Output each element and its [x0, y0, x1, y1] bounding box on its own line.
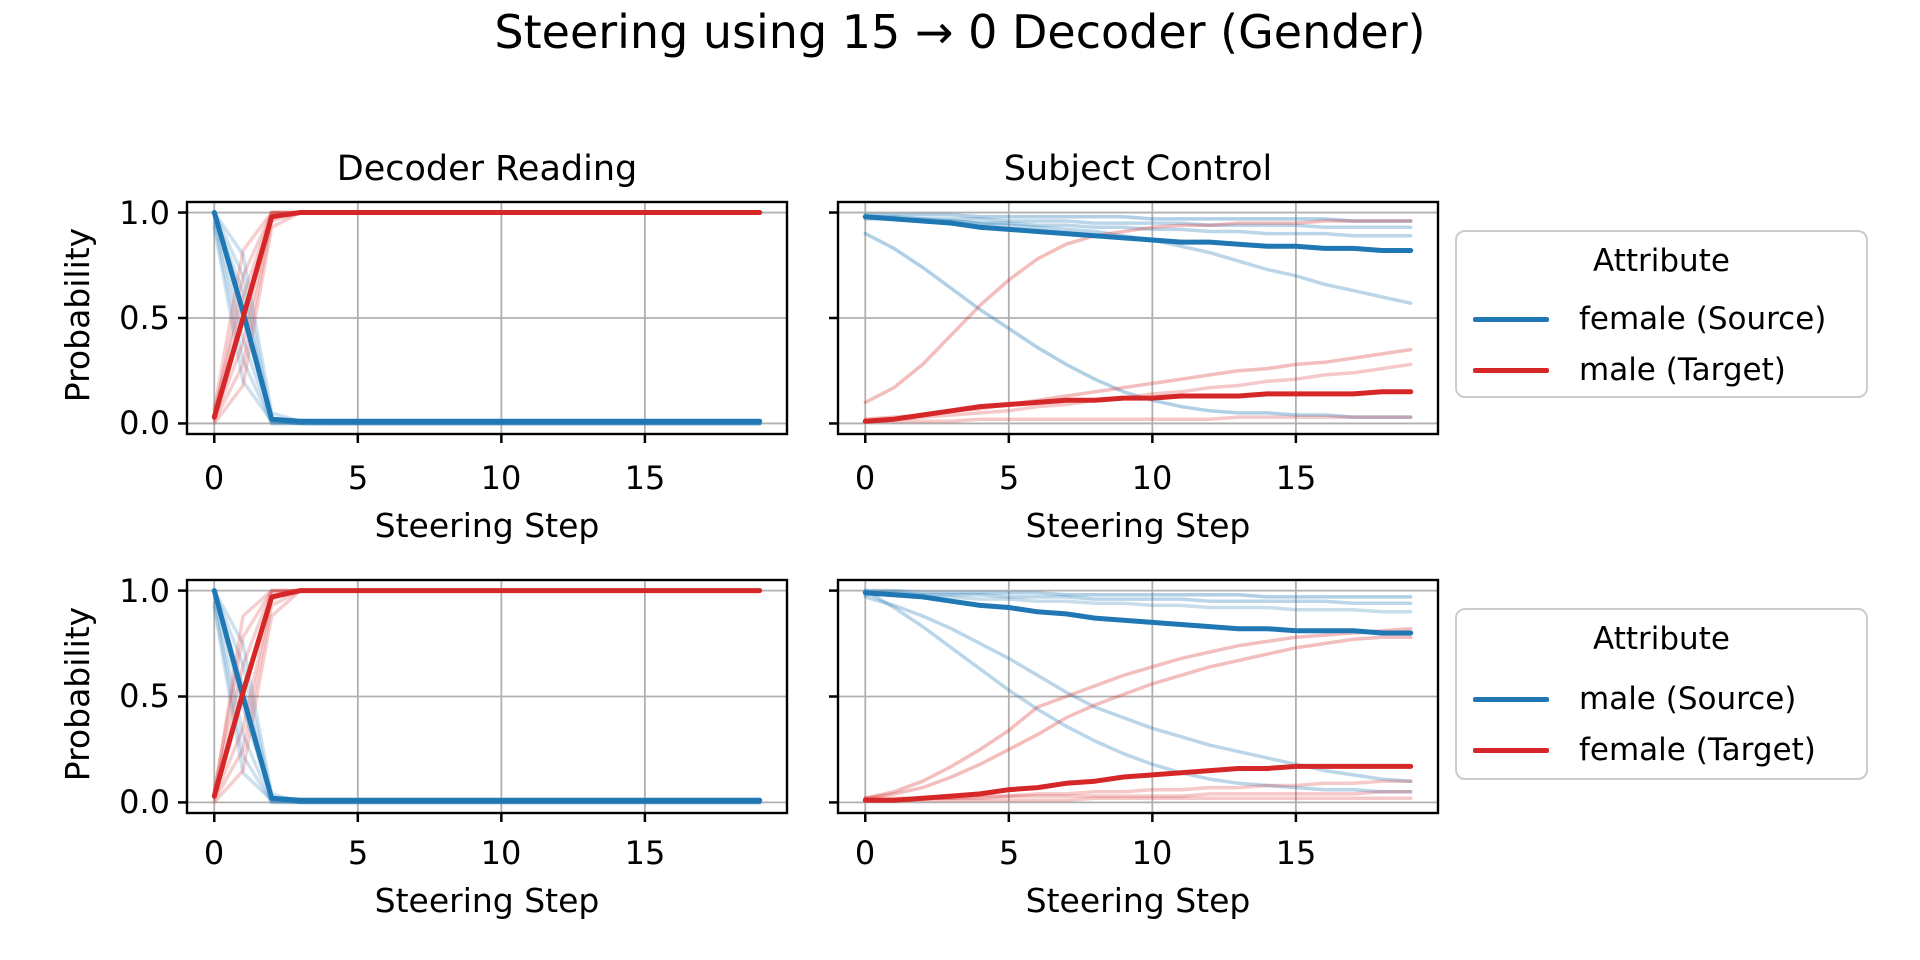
x-tick-label: 0 [203, 459, 225, 497]
x-tick-label: 15 [1275, 459, 1317, 497]
y-tick-label: 1.0 [119, 194, 170, 232]
legend-label-source: male (Source) [1579, 681, 1797, 717]
x-tick-label: 0 [203, 834, 225, 872]
x-tick-label: 5 [347, 834, 369, 872]
legend-line-sample-source [1473, 316, 1549, 322]
y-tick-label: 1.0 [119, 572, 170, 610]
legend-label-source: female (Source) [1579, 301, 1827, 337]
y-axis-label: Probability [58, 227, 97, 403]
legend-line-sample-source [1473, 696, 1549, 702]
x-tick-label: 10 [1131, 834, 1173, 872]
x-tick-label: 0 [854, 459, 876, 497]
legend-title: Attribute [1593, 621, 1730, 657]
x-tick-label: 0 [854, 834, 876, 872]
x-tick-label: 15 [624, 834, 666, 872]
x-axis-label: Steering Step [1025, 881, 1251, 920]
x-axis-label: Steering Step [374, 506, 600, 545]
x-tick-label: 15 [1275, 834, 1317, 872]
x-tick-label: 10 [1131, 459, 1173, 497]
figure-title: Steering using 15 → 0 Decoder (Gender) [494, 5, 1426, 59]
x-tick-label: 15 [624, 459, 666, 497]
y-tick-label: 0.5 [119, 299, 170, 337]
x-tick-label: 5 [998, 459, 1020, 497]
x-axis-label: Steering Step [1025, 506, 1251, 545]
x-axis-label: Steering Step [374, 881, 600, 920]
x-tick-label: 10 [480, 834, 522, 872]
legend-title: Attribute [1593, 243, 1730, 279]
subplot-title-decoder-reading: Decoder Reading [336, 149, 638, 189]
subplot-title-subject-control: Subject Control [1003, 149, 1273, 189]
legend-label-target: female (Target) [1579, 732, 1816, 768]
legend-line-sample-target [1473, 367, 1549, 373]
y-tick-label: 0.0 [119, 783, 170, 821]
y-tick-label: 0.0 [119, 404, 170, 442]
legend-line-sample-target [1473, 747, 1549, 753]
x-tick-label: 5 [347, 459, 369, 497]
y-tick-label: 0.5 [119, 677, 170, 715]
x-tick-label: 5 [998, 834, 1020, 872]
legend-row1: Attribute female (Source) male (Target) [1455, 230, 1868, 398]
y-axis-label: Probability [58, 606, 97, 782]
legend-label-target: male (Target) [1579, 352, 1786, 388]
x-tick-label: 10 [480, 459, 522, 497]
legend-row2: Attribute male (Source) female (Target) [1455, 608, 1868, 780]
